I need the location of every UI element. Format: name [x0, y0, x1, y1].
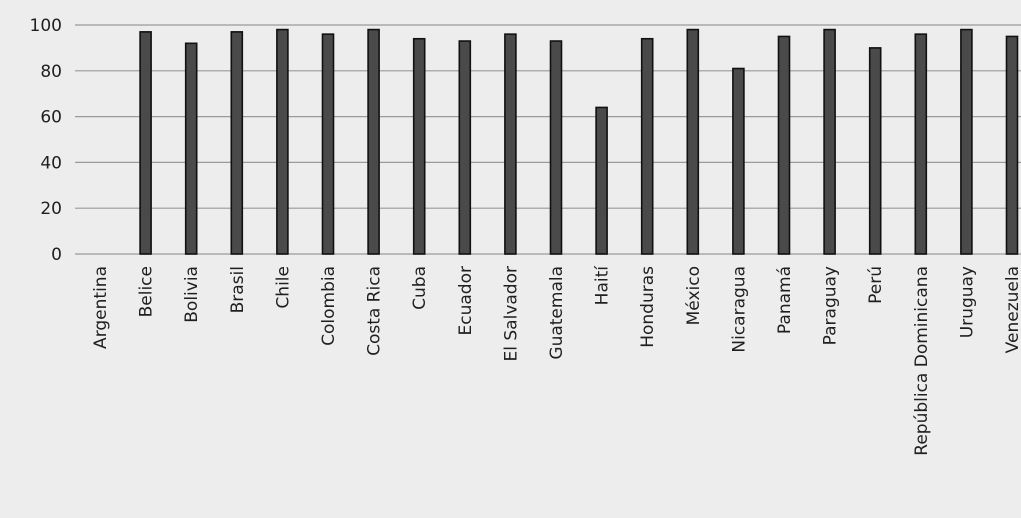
bar: [914, 33, 928, 255]
x-category-label: Haití: [593, 265, 613, 306]
x-category-label: Belice: [137, 266, 157, 317]
x-category-label: Argentina: [91, 266, 111, 349]
x-category-label: República Dominicana: [912, 266, 932, 456]
x-category-label: Cuba: [410, 266, 430, 310]
bar: [777, 35, 791, 255]
x-category-label: Chile: [273, 266, 293, 309]
x-category-label: Ecuador: [456, 266, 476, 335]
x-category-label: Paraguay: [821, 266, 841, 345]
y-tick-label: 0: [51, 245, 62, 265]
x-axis-category-labels: Argentina Belice Bolivia Brasil Chile Colombi…: [91, 265, 1021, 456]
bar: [549, 40, 563, 255]
bars: [139, 28, 1019, 255]
x-category-label: México: [684, 266, 704, 325]
bar: [595, 106, 608, 255]
y-tick-label: 60: [40, 108, 62, 128]
y-tick-label: 20: [40, 199, 62, 219]
x-category-label: Brasil: [228, 266, 248, 313]
bar: [868, 47, 882, 255]
x-category-label: Venezuela: [1003, 266, 1021, 353]
x-category-label: Honduras: [638, 266, 658, 348]
y-tick-label: 40: [40, 153, 62, 173]
y-tick-label: 100: [30, 16, 62, 36]
x-category-label: Nicaragua: [729, 266, 749, 353]
bar: [230, 31, 244, 255]
bar: [139, 31, 152, 255]
bar: [686, 28, 700, 255]
bar: [1005, 35, 1019, 255]
bar: [640, 37, 654, 255]
x-category-label: Colombia: [319, 266, 339, 346]
x-category-label: Uruguay: [957, 266, 977, 338]
bar: [732, 67, 745, 255]
bar: [321, 33, 335, 255]
bar: [504, 33, 517, 255]
y-axis-tick-labels: 0 20 40 60 80 100: [30, 16, 62, 265]
bar: [458, 40, 472, 255]
x-category-label: Panamá: [775, 266, 795, 334]
bar: [823, 28, 836, 255]
bar: [184, 42, 198, 255]
x-category-label: Perú: [866, 266, 886, 304]
x-category-label: Guatemala: [547, 266, 567, 360]
x-category-label: Bolivia: [182, 266, 202, 323]
y-tick-label: 80: [40, 62, 62, 82]
bar: [960, 28, 973, 255]
bar: [276, 28, 289, 255]
x-category-label: Costa Rica: [365, 266, 385, 356]
bar: [412, 37, 426, 255]
x-category-label: El Salvador: [501, 266, 521, 361]
bar: [367, 28, 380, 255]
